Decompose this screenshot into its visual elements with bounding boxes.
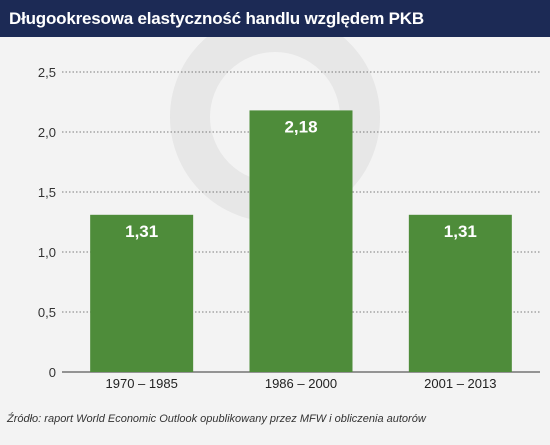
bar bbox=[90, 214, 194, 372]
bar bbox=[408, 214, 512, 372]
title-bar: Długookresowa elastyczność handlu względ… bbox=[0, 0, 550, 37]
bar-value-label: 2,18 bbox=[284, 117, 317, 136]
bar-value-label: 1,31 bbox=[444, 222, 477, 241]
chart-title: Długookresowa elastyczność handlu względ… bbox=[9, 8, 424, 28]
y-axis: 0 0,5 1,0 1,5 2,0 2,5 bbox=[38, 65, 56, 380]
y-tick-label: 2,5 bbox=[38, 65, 56, 80]
x-axis: 1970 – 1985 1986 – 2000 2001 – 2013 bbox=[106, 376, 497, 391]
source-note: Źródło: raport World Economic Outlook op… bbox=[7, 413, 426, 425]
y-tick-label: 0,5 bbox=[38, 305, 56, 320]
y-tick-label: 1,5 bbox=[38, 185, 56, 200]
y-tick-label: 1,0 bbox=[38, 245, 56, 260]
bars: 1,31 2,18 1,31 bbox=[90, 110, 512, 373]
bar-chart: 0 0,5 1,0 1,5 2,0 2,5 1,31 2,18 1,31 1970 – 198… bbox=[38, 37, 540, 391]
y-tick-label: 0 bbox=[49, 365, 56, 380]
x-tick-label: 1986 – 2000 bbox=[265, 376, 337, 391]
bar bbox=[249, 110, 353, 373]
y-tick-label: 2,0 bbox=[38, 125, 56, 140]
x-tick-label: 1970 – 1985 bbox=[106, 376, 178, 391]
x-tick-label: 2001 – 2013 bbox=[424, 376, 496, 391]
chart-area: 0 0,5 1,0 1,5 2,0 2,5 1,31 2,18 1,31 1970 – 198… bbox=[0, 37, 550, 407]
bar-value-label: 1,31 bbox=[125, 222, 158, 241]
